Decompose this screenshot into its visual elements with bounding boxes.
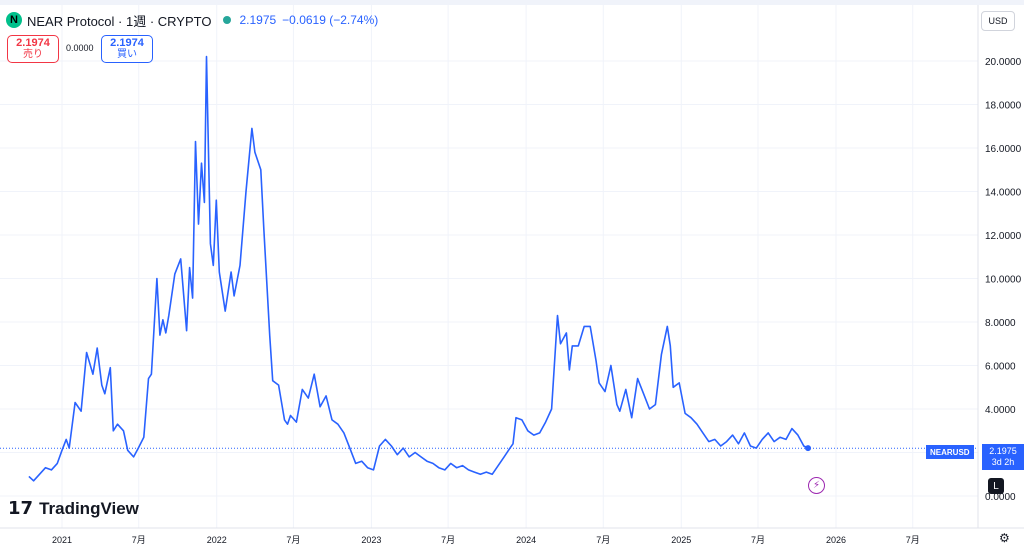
symbol-legend[interactable]: N NEAR Protocol · 1週 · CRYPTO 2.1975 −0.…: [6, 10, 378, 30]
sell-label: 売り: [23, 49, 43, 60]
y-tick-label: 16.0000: [985, 144, 1022, 155]
y-tick-label: 8.0000: [985, 318, 1016, 329]
tradingview-name: TradingView: [39, 498, 139, 518]
y-tick-label: 0.0000: [985, 492, 1016, 503]
x-tick-label: 7月: [906, 535, 920, 545]
sell-price: 2.1974: [16, 37, 50, 49]
spread-value: 0.0000: [66, 43, 94, 53]
x-tick-label: 2021: [52, 535, 72, 545]
market-status-icon: [223, 16, 232, 24]
price-tag: 2.1975 3d 2h: [982, 444, 1024, 470]
price-tag-countdown: 3d 2h: [991, 457, 1015, 467]
x-tick-label: 7月: [596, 535, 610, 545]
gear-icon[interactable]: ⚙: [999, 531, 1010, 545]
x-tick-label: 2022: [207, 535, 227, 545]
tradingview-mark-icon: 17: [8, 498, 34, 519]
symbol-tag: NEARUSD: [926, 445, 974, 459]
x-tick-label: 7月: [441, 535, 455, 545]
x-tick-label: 7月: [751, 535, 765, 545]
y-tick-label: 12.0000: [985, 231, 1022, 242]
x-tick-label: 7月: [286, 535, 300, 545]
tradingview-logo[interactable]: 17 TradingView: [8, 498, 139, 519]
sell-button[interactable]: 2.1974 売り: [7, 35, 59, 63]
x-tick-label: 2026: [826, 535, 846, 545]
y-tick-label: 18.0000: [985, 101, 1022, 112]
symbol-title[interactable]: NEAR Protocol · 1週 · CRYPTO: [27, 13, 212, 29]
series-line-near: [28, 55, 809, 482]
buy-label: 買い: [117, 49, 137, 60]
price-tag-value: 2.1975: [989, 446, 1017, 456]
y-tick-label: 4.0000: [985, 405, 1016, 416]
near-logo-icon: N: [6, 12, 22, 28]
price-change-value: −0.0619 (−2.74%): [282, 13, 379, 27]
x-tick-label: 2023: [361, 535, 381, 545]
buy-price: 2.1974: [110, 37, 144, 49]
top-toolbar-strip: [0, 0, 1024, 5]
x-tick-label: 2025: [671, 535, 691, 545]
y-tick-label: 10.0000: [985, 275, 1022, 286]
currency-selector[interactable]: USD: [981, 11, 1015, 31]
y-tick-label: 14.0000: [985, 188, 1022, 199]
buy-button[interactable]: 2.1974 買い: [101, 35, 153, 63]
last-price-value: 2.1975: [239, 13, 277, 27]
last-price-point: [805, 445, 812, 452]
log-scale-button[interactable]: L: [988, 478, 1004, 494]
lightning-event-icon[interactable]: ⚡: [808, 477, 825, 494]
y-tick-label: 6.0000: [985, 362, 1016, 373]
x-tick-label: 2024: [516, 535, 536, 545]
x-tick-label: 7月: [132, 535, 146, 545]
y-tick-label: 20.0000: [985, 57, 1022, 68]
